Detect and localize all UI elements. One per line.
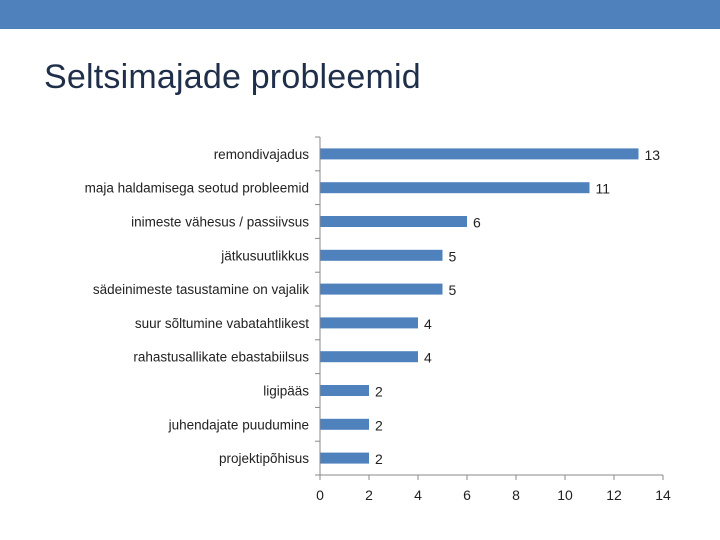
data-label: 4: [424, 350, 432, 366]
x-tick-label: 14: [655, 487, 671, 503]
header-accent-bar: [0, 0, 720, 29]
data-label: 11: [596, 181, 611, 197]
x-tick-label: 0: [316, 487, 324, 503]
data-label: 2: [375, 417, 383, 433]
x-tick-label: 2: [365, 487, 373, 503]
category-label: maja haldamisega seotud probleemid: [85, 181, 309, 196]
slide-title: Seltsimajade probleemid: [44, 58, 421, 96]
bar: [320, 182, 590, 194]
data-label: 2: [375, 451, 383, 467]
bar: [320, 351, 418, 363]
category-label: projektipõhisus: [219, 451, 309, 466]
data-label: 4: [424, 316, 432, 332]
category-label: suur sõltumine vabatahtlikest: [135, 316, 309, 331]
data-label: 6: [473, 215, 481, 231]
data-label: 13: [645, 147, 661, 163]
bar: [320, 385, 369, 396]
category-label: sädeinimeste tasustamine on vajalik: [93, 282, 309, 297]
data-label: 5: [449, 282, 457, 298]
bar: [320, 283, 443, 295]
bar: [320, 216, 467, 227]
x-tick-label: 12: [606, 487, 622, 503]
bar: [320, 148, 639, 160]
category-label: inimeste vähesus / passiivsus: [131, 215, 309, 230]
category-label: remondivajadus: [214, 147, 310, 162]
x-tick-label: 6: [463, 487, 471, 503]
data-label: 5: [449, 248, 457, 264]
category-label: jätkusuutlikkus: [220, 248, 309, 263]
x-tick-label: 4: [414, 487, 422, 503]
x-tick-label: 10: [557, 487, 573, 503]
x-tick-label: 8: [512, 487, 520, 503]
data-label: 2: [375, 384, 383, 400]
category-label: ligipääs: [263, 384, 309, 399]
bar: [320, 249, 443, 261]
category-label: juhendajate puudumine: [168, 417, 309, 432]
bar: [320, 452, 369, 464]
category-label: rahastusallikate ebastabiilsus: [133, 350, 309, 365]
bar: [320, 418, 369, 430]
bar: [320, 317, 418, 329]
